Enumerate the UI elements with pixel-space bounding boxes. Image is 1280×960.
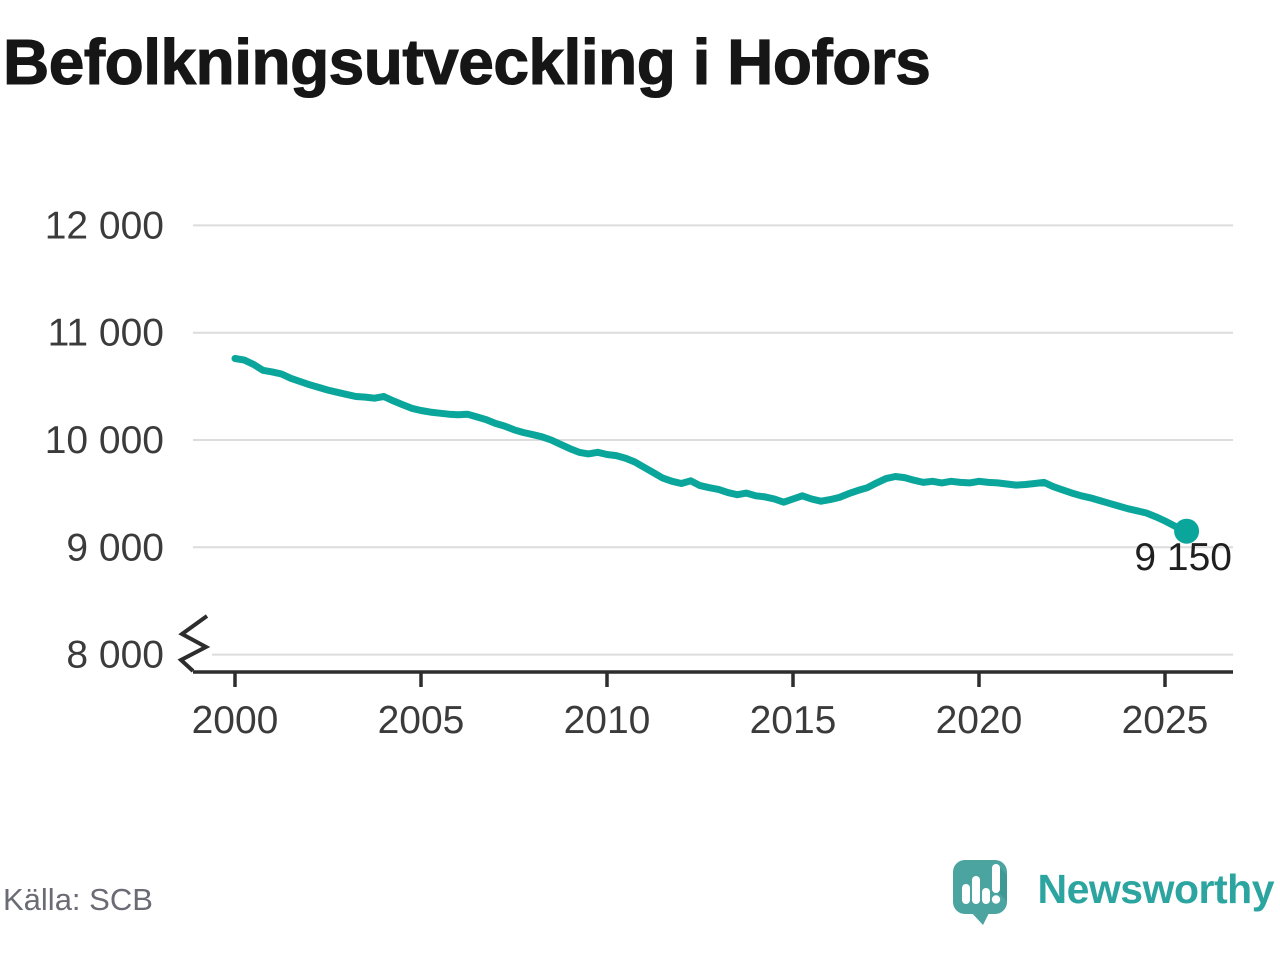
axis-break-icon <box>177 614 211 673</box>
population-trend-line <box>231 355 1188 535</box>
newsworthy-logo-icon <box>952 860 1007 925</box>
newsworthy-logo-text: Newsworthy <box>1037 865 1275 912</box>
end-value-label: 9 150 <box>1134 536 1232 579</box>
chart-title: Befolkningsutveckling i Hofors <box>2 26 931 98</box>
y-tick-label: 10 000 <box>45 419 164 462</box>
speech-bubble-tail <box>969 911 990 925</box>
x-tick-label: 2020 <box>936 699 1023 742</box>
source-note: Källa: SCB <box>3 882 153 917</box>
x-tick-label: 2025 <box>1122 699 1209 742</box>
x-tick-label: 2000 <box>192 699 279 742</box>
y-tick-label: 11 000 <box>48 312 164 355</box>
x-tick-label: 2010 <box>564 699 651 742</box>
x-tick-label: 2015 <box>750 699 837 742</box>
y-tick-label: 12 000 <box>45 204 164 247</box>
icon-shadow <box>997 866 1007 901</box>
newsworthy-logo: Newsworthy <box>952 858 1275 928</box>
bar-chart-exclamation-icon <box>961 864 1000 904</box>
end-point-marker <box>1174 518 1200 544</box>
x-tick-label: 2005 <box>378 699 465 742</box>
y-tick-label: 8 000 <box>66 634 164 677</box>
y-tick-label: 9 000 <box>66 526 164 569</box>
